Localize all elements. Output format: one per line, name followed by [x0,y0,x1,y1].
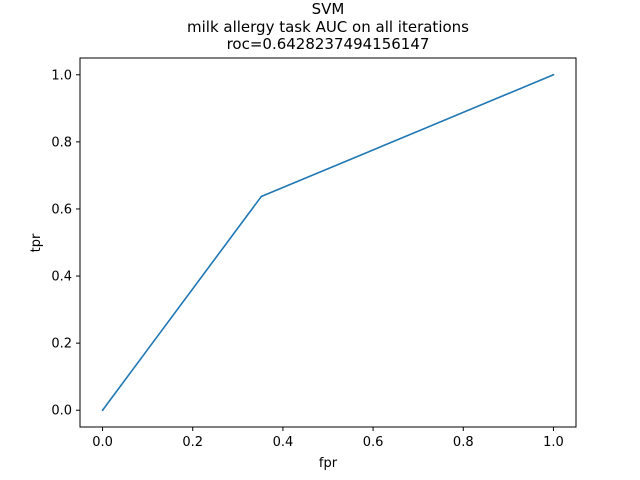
x-axis-label: fpr [319,456,338,471]
title-line-3: roc=0.6428237494156147 [227,35,430,53]
series-layer [101,73,555,412]
y-axis-ticks: 0.0 0.2 0.4 0.6 0.8 1.0 [51,68,80,419]
x-axis-ticks: 0.0 0.2 0.4 0.6 0.8 1.0 [92,427,564,450]
y-tick-label: 0.2 [51,337,72,352]
roc-curve-point [552,73,555,76]
x-tick-label: 1.0 [543,435,564,450]
x-tick-label: 0.4 [273,435,294,450]
x-tick-label: 0.8 [453,435,474,450]
x-tick-label: 0.6 [363,435,384,450]
x-tick-label: 0.2 [182,435,203,450]
axes-frame [79,57,577,428]
y-tick-label: 0.0 [51,404,72,419]
y-axis-label: tpr [29,233,44,252]
plot-area [80,58,576,427]
y-tick-label: 0.8 [51,135,72,150]
y-tick-label: 1.0 [51,68,72,83]
chart-title: SVM milk allergy task AUC on all iterati… [187,0,469,53]
y-tick-label: 0.6 [51,202,72,217]
y-tick-label: 0.4 [51,270,72,285]
title-line-1: SVM [312,0,345,18]
roc-curve-point [101,409,104,412]
x-tick-label: 0.0 [92,435,113,450]
title-line-2: milk allergy task AUC on all iterations [187,18,469,36]
roc-curve-point [260,195,263,198]
